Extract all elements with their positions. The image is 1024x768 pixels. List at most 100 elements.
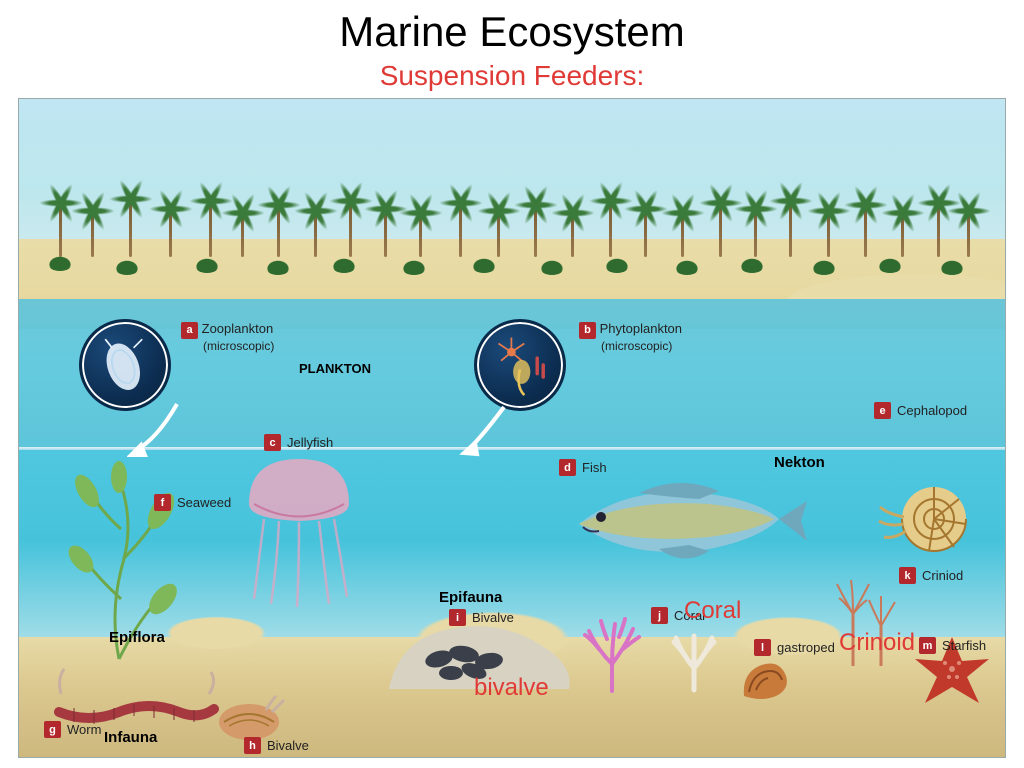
- tag-a: a: [181, 322, 198, 339]
- label-c-text: Jellyfish: [287, 435, 333, 450]
- shrub: [939, 259, 965, 275]
- page-title: Marine Ecosystem: [0, 0, 1024, 60]
- palm-tree: [967, 209, 970, 257]
- gastropod-icon: [734, 654, 794, 704]
- palm-tree: [169, 207, 172, 257]
- tag-g: g: [44, 721, 61, 738]
- label-d: d Fish: [559, 459, 607, 476]
- shrub: [877, 257, 903, 273]
- label-m-text: Starfish: [942, 638, 986, 653]
- shrub: [471, 257, 497, 273]
- palm-tree: [384, 207, 387, 257]
- phytoplankton-bubble: [474, 319, 566, 411]
- tag-e: e: [874, 402, 891, 419]
- label-b-sub: (microscopic): [579, 339, 682, 353]
- tag-i: i: [449, 609, 466, 626]
- label-l: l gastroped: [754, 639, 835, 656]
- annot-bivalve: bivalve: [474, 674, 549, 702]
- palm-tree: [129, 197, 132, 257]
- sky-layer: [19, 99, 1005, 259]
- shrub: [811, 259, 837, 275]
- palm-tree: [59, 201, 62, 257]
- palm-tree: [314, 209, 317, 257]
- palm-tree: [459, 201, 462, 257]
- label-e-text: Cephalopod: [897, 403, 967, 418]
- zooplankton-icon: [82, 322, 168, 408]
- tag-l: l: [754, 639, 771, 656]
- palm-tree: [277, 203, 280, 257]
- shrub: [47, 255, 73, 271]
- phytoplankton-arrow: [459, 399, 519, 459]
- label-a-text: Zooplankton: [202, 321, 274, 336]
- label-h-text: Bivalve: [267, 738, 309, 753]
- label-m: m Starfish: [919, 637, 986, 654]
- shrub: [539, 259, 565, 275]
- tag-k: k: [899, 567, 916, 584]
- shrub: [674, 259, 700, 275]
- label-f: f Seaweed: [154, 494, 231, 511]
- group-infauna: Infauna: [104, 729, 157, 746]
- shrub: [194, 257, 220, 273]
- label-f-text: Seaweed: [177, 495, 231, 510]
- label-g: g Worm: [44, 721, 101, 738]
- palm-tree: [91, 209, 94, 257]
- tag-f: f: [154, 494, 171, 511]
- palm-tree: [419, 211, 422, 257]
- palm-tree: [789, 199, 792, 257]
- label-c: c Jellyfish: [264, 434, 333, 451]
- palm-tree: [241, 211, 244, 257]
- label-a: a Zooplankton (microscopic): [181, 321, 274, 353]
- label-b: b Phytoplankton (microscopic): [579, 321, 682, 353]
- group-epiflora: Epiflora: [109, 629, 165, 646]
- palm-tree: [937, 201, 940, 257]
- shrub: [604, 257, 630, 273]
- tag-c: c: [264, 434, 281, 451]
- coral-pink-icon: [567, 609, 657, 694]
- shrub: [265, 259, 291, 275]
- label-i: i Bivalve: [449, 609, 514, 626]
- label-k: k Criniod: [899, 567, 963, 584]
- page-subtitle: Suspension Feeders:: [0, 60, 1024, 98]
- jellyfish-icon: [229, 449, 369, 609]
- label-i-text: Bivalve: [472, 610, 514, 625]
- tag-j: j: [651, 607, 668, 624]
- annot-coral: Coral: [684, 597, 741, 625]
- palm-tree: [901, 211, 904, 257]
- coral-white-icon: [654, 624, 734, 694]
- shrub: [739, 257, 765, 273]
- palm-tree: [719, 201, 722, 257]
- shrub: [331, 257, 357, 273]
- tag-h: h: [244, 737, 261, 754]
- phytoplankton-icon: [477, 322, 563, 408]
- palm-tree: [534, 203, 537, 257]
- palm-tree: [497, 209, 500, 257]
- label-a-sub: (microscopic): [181, 339, 274, 353]
- palm-tree: [349, 199, 352, 257]
- shrub: [401, 259, 427, 275]
- label-e: e Cephalopod: [874, 402, 967, 419]
- label-k-text: Criniod: [922, 568, 963, 583]
- palm-tree: [644, 207, 647, 257]
- cephalopod-icon: [874, 469, 984, 569]
- fish-icon: [549, 469, 809, 579]
- label-b-text: Phytoplankton: [600, 321, 682, 336]
- group-epifauna: Epifauna: [439, 589, 502, 606]
- palm-tree: [864, 203, 867, 257]
- tag-m: m: [919, 637, 936, 654]
- label-g-text: Worm: [67, 722, 101, 737]
- palm-tree: [827, 209, 830, 257]
- annot-crinoid: Crinoid: [839, 629, 915, 657]
- palm-tree: [609, 199, 612, 257]
- zooplankton-bubble: [79, 319, 171, 411]
- palm-tree: [209, 199, 212, 257]
- tag-b: b: [579, 322, 596, 339]
- group-plankton: PLANKTON: [299, 361, 371, 376]
- label-d-text: Fish: [582, 460, 607, 475]
- palm-tree: [754, 207, 757, 257]
- palm-tree: [681, 211, 684, 257]
- group-nekton: Nekton: [774, 454, 825, 471]
- label-h: h Bivalve: [244, 737, 309, 754]
- label-l-text: gastroped: [777, 640, 835, 655]
- shrub: [114, 259, 140, 275]
- zooplankton-arrow: [127, 399, 197, 459]
